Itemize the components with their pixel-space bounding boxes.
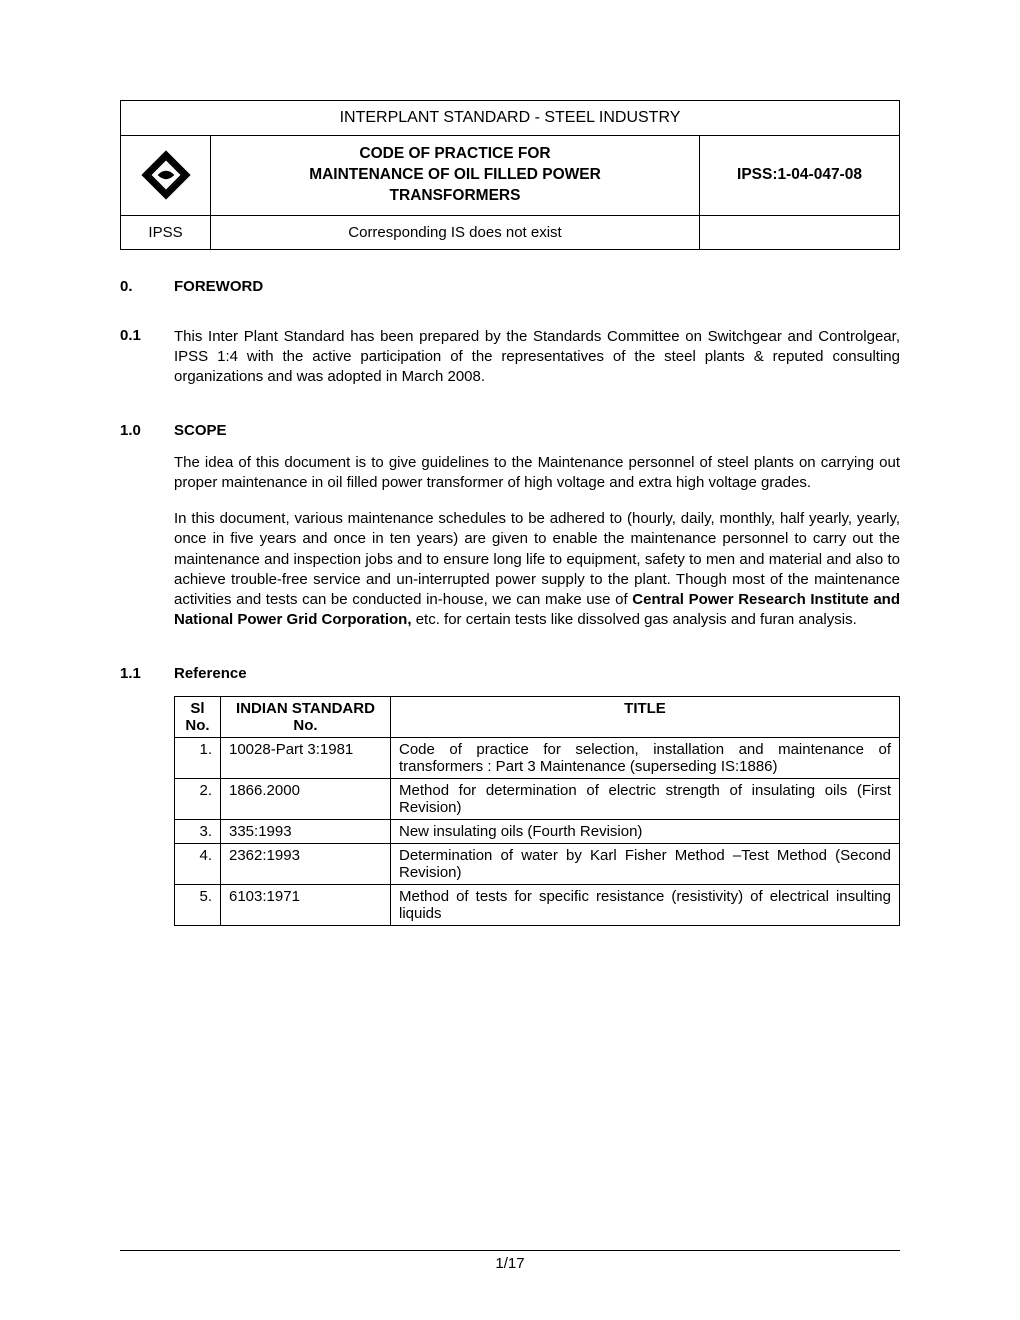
table-row: 1. 10028-Part 3:1981 Code of practice fo… xyxy=(175,737,900,778)
section-1-0: 1.0 SCOPE The idea of this document is t… xyxy=(120,422,900,647)
ipss-logo-icon xyxy=(138,147,194,203)
ref-title: Method for determination of electric str… xyxy=(391,778,900,819)
ref-std: 6103:1971 xyxy=(221,884,391,925)
para-1-0-a: The idea of this document is to give gui… xyxy=(174,453,900,494)
sec-body-1-1: Reference Sl No. INDIAN STANDARD No. TIT… xyxy=(174,665,900,926)
para-0-1: This Inter Plant Standard has been prepa… xyxy=(174,327,900,388)
header-corresponding: Corresponding IS does not exist xyxy=(211,215,700,249)
header-top-title: INTERPLANT STANDARD - STEEL INDUSTRY xyxy=(121,101,900,136)
ref-sl: 3. xyxy=(175,819,221,843)
ref-col-sl: Sl No. xyxy=(175,696,221,737)
logo-cell xyxy=(121,136,211,216)
sec-heading-scope: SCOPE xyxy=(174,422,900,439)
table-row: 4. 2362:1993 Determination of water by K… xyxy=(175,843,900,884)
sec-num-0: 0. xyxy=(120,278,174,309)
ref-title: Code of practice for selection, installa… xyxy=(391,737,900,778)
ref-sl: 5. xyxy=(175,884,221,925)
sec-num-1-1: 1.1 xyxy=(120,665,174,926)
ref-std: 335:1993 xyxy=(221,819,391,843)
para-1-0-b-post: etc. for certain tests like dissolved ga… xyxy=(412,611,857,628)
ref-std: 1866.2000 xyxy=(221,778,391,819)
para-1-0-b: In this document, various maintenance sc… xyxy=(174,509,900,631)
table-row: 5. 6103:1971 Method of tests for specifi… xyxy=(175,884,900,925)
mid-title-line2: MAINTENANCE OF OIL FILLED POWER xyxy=(309,166,601,183)
ref-title: New insulating oils (Fourth Revision) xyxy=(391,819,900,843)
section-0-1: 0.1 This Inter Plant Standard has been p… xyxy=(120,327,900,404)
mid-title-line1: CODE OF PRACTICE FOR xyxy=(359,145,550,162)
ref-col-title: TITLE xyxy=(391,696,900,737)
ref-std: 10028-Part 3:1981 xyxy=(221,737,391,778)
header-empty-cell xyxy=(700,215,900,249)
sec-num-1-0: 1.0 xyxy=(120,422,174,647)
sec-body-1-0: SCOPE The idea of this document is to gi… xyxy=(174,422,900,647)
table-row: 3. 335:1993 New insulating oils (Fourth … xyxy=(175,819,900,843)
page-number: 1/17 xyxy=(495,1255,524,1272)
sec-heading-foreword: FOREWORD xyxy=(174,278,900,295)
sec-heading-reference: Reference xyxy=(174,665,900,682)
ref-sl: 4. xyxy=(175,843,221,884)
page-footer: 1/17 xyxy=(120,1250,900,1272)
ref-sl: 1. xyxy=(175,737,221,778)
sec-body-0: FOREWORD xyxy=(174,278,900,309)
table-row: 2. 1866.2000 Method for determination of… xyxy=(175,778,900,819)
ref-table-header-row: Sl No. INDIAN STANDARD No. TITLE xyxy=(175,696,900,737)
section-0: 0. FOREWORD xyxy=(120,278,900,309)
ref-sl: 2. xyxy=(175,778,221,819)
section-1-1: 1.1 Reference Sl No. INDIAN STANDARD No.… xyxy=(120,665,900,926)
header-ipss-label: IPSS xyxy=(121,215,211,249)
sec-num-0-1: 0.1 xyxy=(120,327,174,404)
ref-title: Determination of water by Karl Fisher Me… xyxy=(391,843,900,884)
sec-body-0-1: This Inter Plant Standard has been prepa… xyxy=(174,327,900,404)
ref-col-std: INDIAN STANDARD No. xyxy=(221,696,391,737)
header-table: INTERPLANT STANDARD - STEEL INDUSTRY COD… xyxy=(120,100,900,250)
ref-std: 2362:1993 xyxy=(221,843,391,884)
mid-title-line3: TRANSFORMERS xyxy=(390,187,521,204)
header-mid-title: CODE OF PRACTICE FOR MAINTENANCE OF OIL … xyxy=(211,136,700,216)
header-ipss-code: IPSS:1-04-047-08 xyxy=(700,136,900,216)
reference-table: Sl No. INDIAN STANDARD No. TITLE 1. 1002… xyxy=(174,696,900,926)
ref-title: Method of tests for specific resistance … xyxy=(391,884,900,925)
